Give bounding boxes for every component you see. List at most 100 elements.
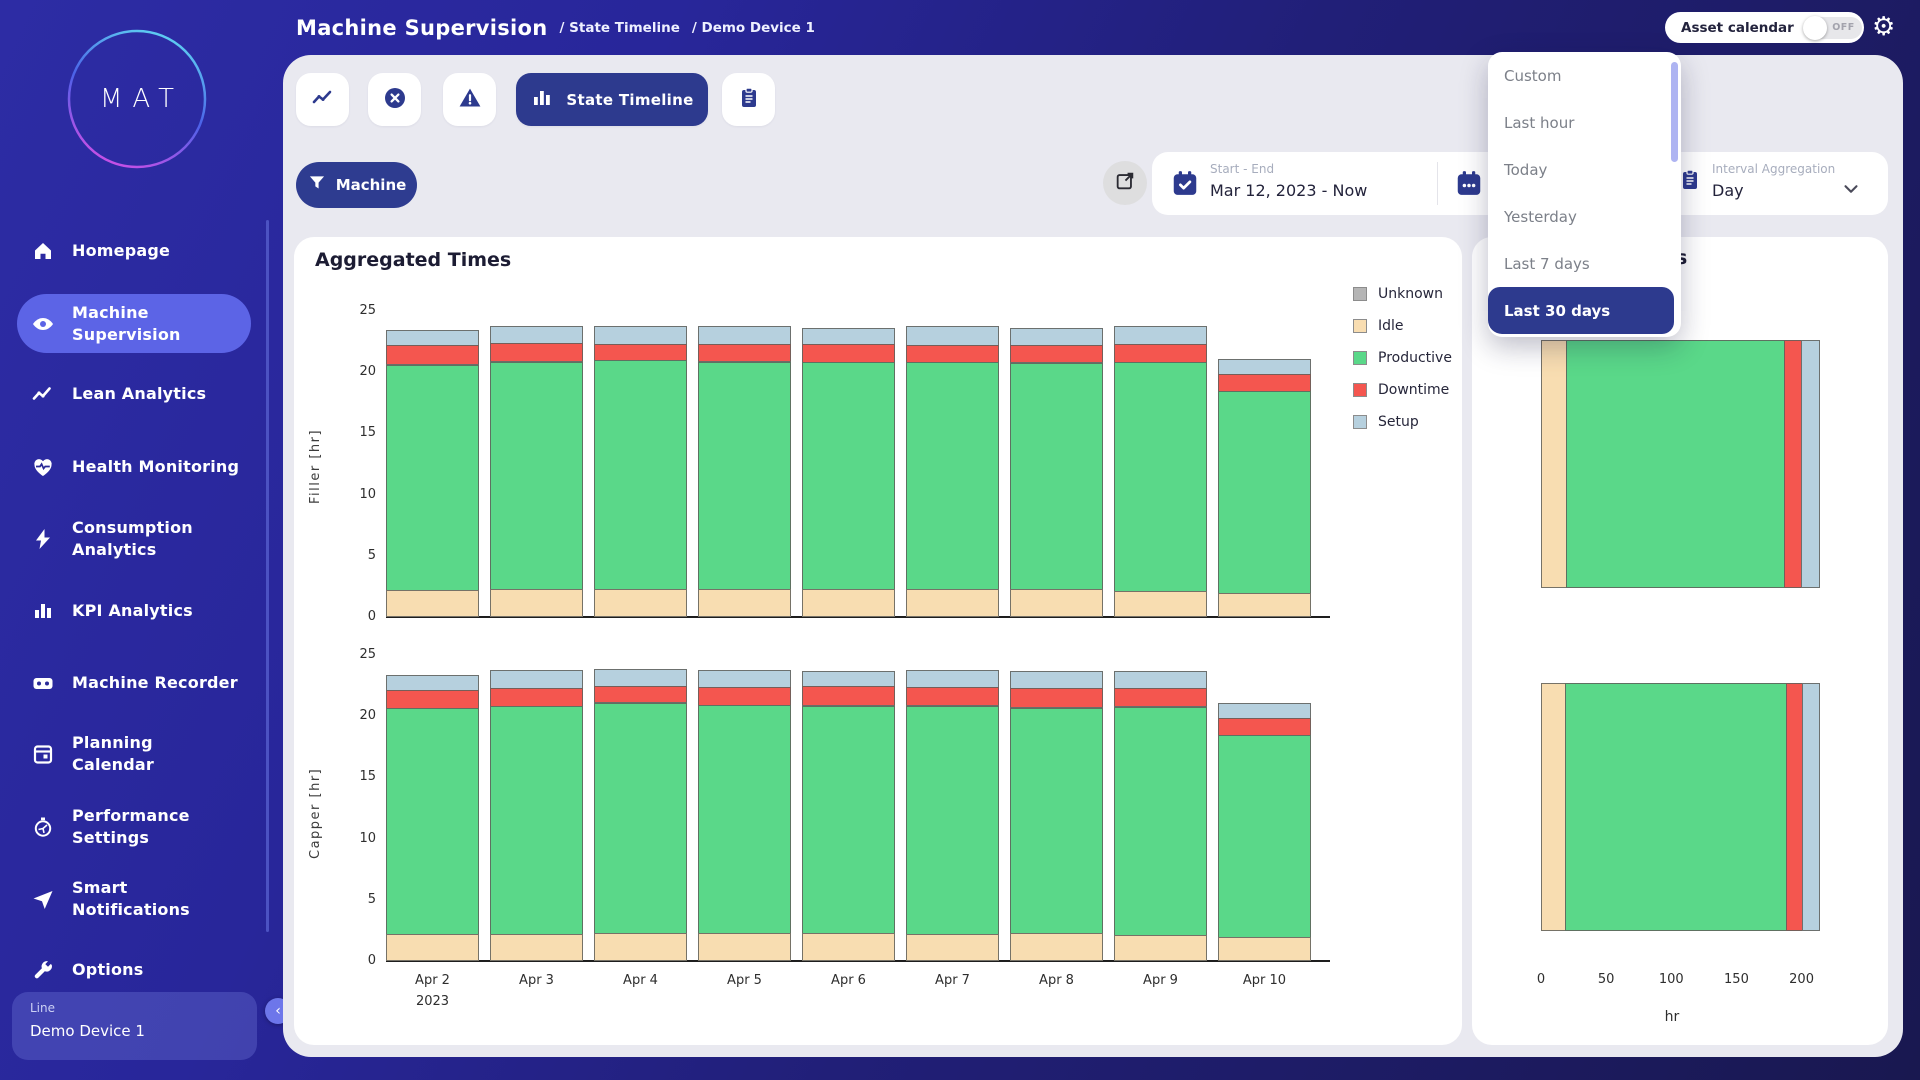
sidebar-item-smart-notifications[interactable]: Smart Notifications	[0, 876, 270, 922]
filler-stacked-bar-chart: 0 5 10 15 20 25	[359, 303, 1330, 624]
recorder-icon	[31, 671, 55, 695]
chart-legend: Unknown Idle Productive Downtime Setup	[1353, 278, 1452, 438]
bar-segment-idle	[1218, 593, 1311, 617]
stacked-bar-filler-apr7	[906, 326, 999, 617]
sidebar-item-lean-analytics[interactable]: Lean Analytics	[0, 372, 270, 416]
tab-warning-button[interactable]	[443, 73, 496, 126]
sidebar-nav: Homepage Machine Supervision Lean Analyt…	[0, 0, 283, 1080]
open-in-new-button[interactable]	[1103, 161, 1147, 205]
x-tick-label: Apr 9	[1143, 973, 1178, 988]
dropdown-scrollbar[interactable]	[1671, 62, 1678, 162]
bar-segment-idle	[386, 934, 479, 961]
y-tick: 5	[367, 547, 376, 563]
breadcrumb-state-timeline[interactable]: / State Timeline	[559, 19, 680, 36]
legend-item-productive[interactable]: Productive	[1353, 342, 1452, 374]
stacked-bar-capper-apr6	[802, 670, 895, 961]
plane-icon	[31, 887, 55, 911]
legend-swatch	[1353, 415, 1367, 429]
legend-item-idle[interactable]: Idle	[1353, 310, 1452, 342]
dropdown-item-today[interactable]: Today	[1504, 160, 1548, 179]
sidebar-item-machine-recorder[interactable]: Machine Recorder	[0, 661, 270, 705]
y-tick: 15	[359, 425, 376, 441]
calendar-preset-icon[interactable]	[1454, 168, 1484, 202]
bar-segment-setup	[698, 326, 791, 345]
bar-segment-idle	[906, 588, 999, 617]
legend-item-downtime[interactable]: Downtime	[1353, 374, 1452, 406]
legend-swatch	[1353, 383, 1367, 397]
dropdown-item-last-hour[interactable]: Last hour	[1504, 113, 1575, 132]
date-range-field[interactable]: Start - End Mar 12, 2023 - Now	[1210, 162, 1367, 200]
bar-segment-idle	[490, 589, 583, 617]
gear-icon[interactable]: ⚙	[1872, 12, 1896, 42]
sidebar-item-options[interactable]: Options	[0, 948, 270, 992]
dropdown-item-last-7-days[interactable]: Last 7 days	[1504, 254, 1590, 273]
tab-state-timeline[interactable]: State Timeline	[516, 73, 708, 126]
stacked-bar-filler-apr5	[698, 326, 791, 617]
bar-segment-idle	[594, 588, 687, 617]
y-tick: 10	[359, 830, 376, 846]
bar-segment-downtime	[1010, 345, 1103, 364]
breadcrumb: Machine Supervision / State Timeline / D…	[296, 0, 815, 55]
total-bar-row-2	[1541, 683, 1820, 931]
tab-clipboard-button[interactable]	[722, 73, 775, 126]
bar-segment-downtime	[698, 343, 791, 363]
legend-label: Unknown	[1378, 286, 1443, 302]
stacked-bar-filler-apr6	[802, 327, 895, 617]
y-tick: 5	[367, 891, 376, 907]
y-tick: 25	[359, 647, 376, 662]
hbar-segment-productive	[1566, 340, 1786, 588]
bar-segment-downtime	[594, 343, 687, 361]
breadcrumb-demo-device[interactable]: / Demo Device 1	[691, 19, 815, 36]
dropdown-item-custom[interactable]: Custom	[1504, 66, 1562, 85]
total-bar-row-1	[1541, 340, 1820, 588]
y-tick: 0	[367, 953, 376, 968]
bolt-icon	[31, 527, 55, 551]
sidebar-item-kpi-analytics[interactable]: KPI Analytics	[0, 589, 270, 633]
interval-aggregation-select[interactable]: Interval Aggregation Day	[1712, 162, 1835, 200]
calendar-icon	[31, 742, 55, 766]
legend-label: Productive	[1378, 350, 1452, 366]
machine-filter-button[interactable]: Machine	[296, 162, 417, 208]
y-tick: 15	[359, 769, 376, 785]
sidebar-item-label: Machine Recorder	[72, 673, 238, 692]
sidebar-item-health-monitoring[interactable]: Health Monitoring	[0, 445, 270, 489]
sidebar-item-planning-calendar[interactable]: Planning Calendar	[0, 731, 270, 777]
trendline-icon	[311, 86, 335, 114]
legend-swatch	[1353, 287, 1367, 301]
legend-item-setup[interactable]: Setup	[1353, 406, 1452, 438]
x-tick-label: Apr 2 2023	[415, 973, 450, 1009]
clipboard-interval-icon[interactable]	[1678, 168, 1702, 196]
dropdown-item-yesterday[interactable]: Yesterday	[1504, 207, 1577, 226]
circle-x-icon	[383, 86, 407, 114]
stacked-bar-capper-apr10	[1218, 703, 1311, 961]
y-tick: 0	[367, 609, 376, 624]
sidebar-item-homepage[interactable]: Homepage	[0, 229, 270, 273]
chevron-down-icon[interactable]	[1840, 178, 1862, 204]
device-context-label: Line	[30, 1001, 56, 1015]
tab-trendline-button[interactable]	[296, 73, 349, 126]
legend-item-unknown[interactable]: Unknown	[1353, 278, 1452, 310]
bar-segment-idle	[698, 932, 791, 961]
sidebar-scrollbar[interactable]	[266, 220, 269, 932]
legend-swatch	[1353, 319, 1367, 333]
calendar-check-icon[interactable]	[1170, 168, 1200, 202]
clipboard-icon	[737, 86, 761, 114]
h-x-tick: 0	[1536, 972, 1546, 987]
asset-calendar-toggle[interactable]: OFF	[1802, 15, 1862, 40]
stacked-bar-filler-apr8	[1010, 327, 1103, 617]
bar-segment-productive	[490, 705, 583, 936]
bar-segment-setup	[386, 330, 479, 347]
stacked-bar-capper-apr3	[490, 670, 583, 961]
dropdown-item-last-30-days[interactable]: Last 30 days	[1488, 287, 1674, 334]
bar-segment-setup	[1218, 703, 1311, 719]
tab-circle-x-button[interactable]	[368, 73, 421, 126]
sidebar-item-machine-supervision[interactable]: Machine Supervision	[17, 294, 251, 353]
bar-segment-downtime	[1010, 688, 1103, 709]
sidebar: MAT Homepage Machine Supervision Lean An…	[0, 0, 291, 1080]
date-preset-dropdown: Custom Last hour Today Yesterday Last 7 days…	[1488, 52, 1681, 337]
bar-segment-setup	[1010, 327, 1103, 347]
sidebar-item-consumption-analytics[interactable]: Consumption Analytics	[0, 516, 270, 562]
sidebar-item-label: Homepage	[72, 241, 171, 260]
bar-segment-idle	[1114, 591, 1207, 617]
sidebar-item-performance-settings[interactable]: Performance Settings	[0, 804, 270, 850]
